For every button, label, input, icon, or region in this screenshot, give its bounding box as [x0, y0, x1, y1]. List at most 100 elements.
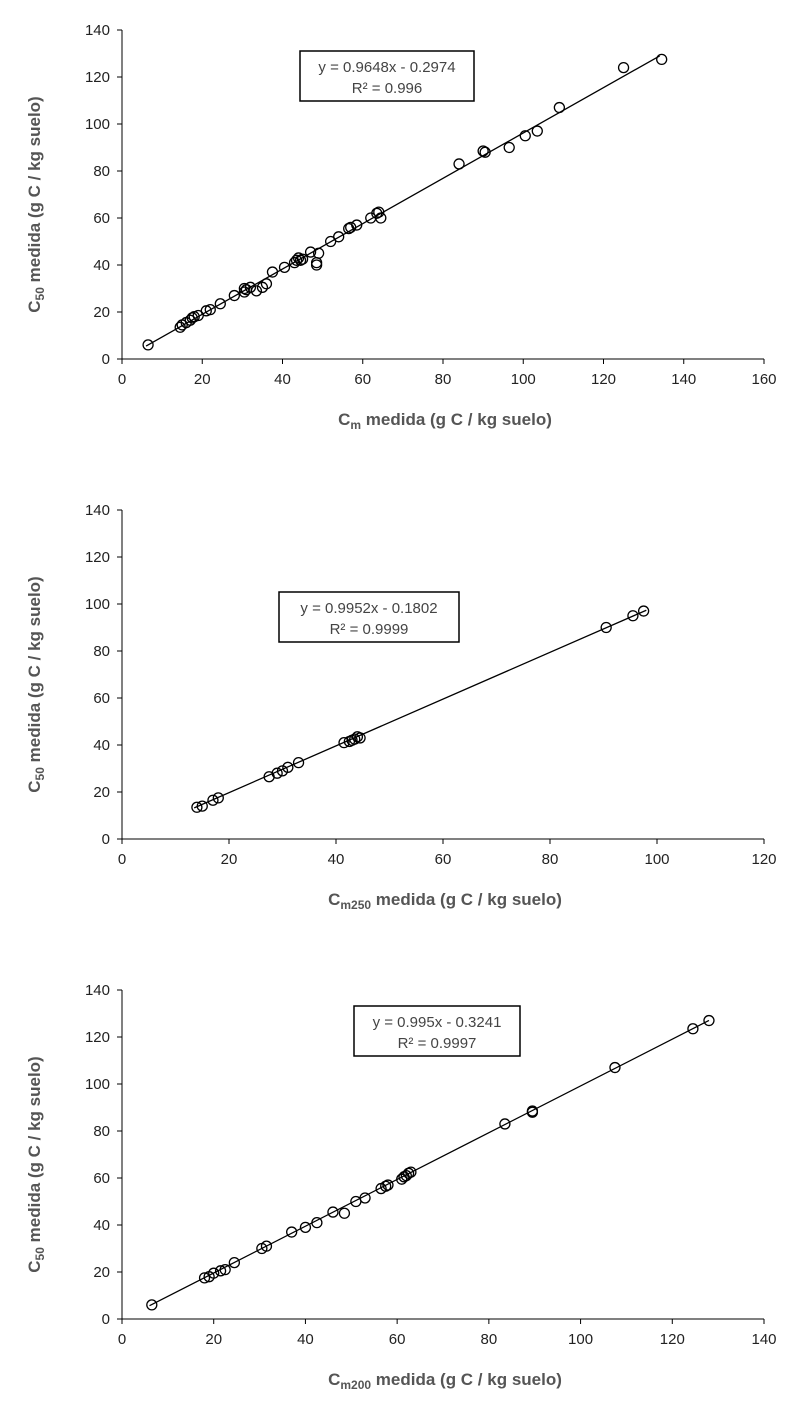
data-point — [687, 1023, 699, 1035]
x-tick-label: 120 — [591, 371, 616, 388]
x-tick-label: 100 — [511, 371, 536, 388]
trendline — [193, 609, 647, 809]
data-point — [338, 736, 350, 749]
data-point — [208, 1267, 220, 1279]
y-tick-label: 0 — [102, 831, 110, 848]
data-point — [142, 339, 154, 351]
data-point — [214, 298, 226, 310]
y-tick-label: 100 — [85, 596, 110, 613]
y-tick-label: 120 — [85, 69, 110, 86]
data-point — [327, 1206, 339, 1218]
y-tick-label: 20 — [93, 304, 110, 321]
y-tick-label: 120 — [85, 1029, 110, 1046]
x-tick-label: 80 — [542, 851, 559, 868]
data-point — [146, 1299, 158, 1311]
data-point — [282, 761, 294, 773]
data-point — [310, 259, 323, 271]
y-tick-label: 120 — [85, 549, 110, 566]
r-squared: R² = 0.996 — [352, 80, 422, 97]
r-squared: R² = 0.9997 — [398, 1035, 477, 1052]
data-point — [196, 800, 208, 812]
data-point — [278, 261, 291, 274]
y-tick-label: 20 — [93, 1264, 110, 1281]
data-point — [354, 732, 366, 744]
y-tick-label: 40 — [93, 257, 110, 274]
x-tick-label: 20 — [221, 851, 238, 868]
y-tick-label: 140 — [85, 22, 110, 39]
data-point — [296, 253, 309, 265]
data-point — [453, 158, 465, 170]
data-point — [519, 130, 531, 142]
data-point — [212, 792, 224, 804]
data-point — [373, 206, 385, 218]
y-tick-label: 0 — [102, 351, 110, 368]
y-tick-label: 100 — [85, 1076, 110, 1093]
data-point — [503, 141, 515, 154]
data-point — [382, 1179, 394, 1191]
data-point — [333, 231, 345, 243]
data-point — [627, 610, 639, 622]
y-tick-label: 60 — [93, 690, 110, 707]
data-point — [477, 145, 489, 157]
trendline-equation: y = 0.995x - 0.3241 — [373, 1014, 502, 1031]
y-tick-label: 0 — [102, 1311, 110, 1328]
data-point — [703, 1014, 715, 1027]
trendline — [145, 55, 660, 347]
data-point — [338, 1207, 351, 1219]
data-point — [304, 246, 317, 258]
r-squared: R² = 0.9999 — [330, 621, 409, 638]
data-point — [359, 1192, 371, 1204]
trendline-equation: y = 0.9648x - 0.2974 — [318, 59, 455, 76]
y-tick-label: 20 — [93, 784, 110, 801]
data-point — [656, 53, 668, 66]
data-point — [351, 219, 363, 231]
data-point — [250, 285, 263, 297]
y-axis-title: C50 medida (g C / kg suelo) — [25, 96, 47, 312]
scatter-chart-cm250: 0 20 40 60 80 100 120 140 0 20 40 60 80 100 120 y = 0.9… — [25, 502, 777, 912]
data-point — [260, 1240, 273, 1252]
data-point — [479, 146, 491, 158]
data-point — [228, 289, 241, 302]
x-tick-label: 0 — [118, 851, 126, 868]
trendline-equation: y = 0.9952x - 0.1802 — [300, 600, 437, 617]
data-point — [286, 1226, 298, 1238]
x-tick-label: 160 — [751, 371, 776, 388]
data-point — [186, 312, 198, 324]
y-tick-label: 40 — [93, 1217, 110, 1234]
x-tick-label: 40 — [274, 371, 291, 388]
y-tick-label: 80 — [93, 163, 110, 180]
data-point — [311, 1216, 323, 1229]
x-axis-title: Cm250 medida (g C / kg suelo) — [328, 890, 562, 912]
data-point — [600, 621, 612, 634]
data-point — [526, 1105, 539, 1117]
data-point — [349, 733, 361, 745]
data-point — [294, 254, 307, 266]
data-point — [266, 266, 279, 278]
x-tick-label: 100 — [568, 1331, 593, 1348]
data-point — [256, 281, 269, 293]
trendline — [149, 1019, 710, 1307]
y-axis-title: C50 medida (g C / kg suelo) — [25, 576, 47, 792]
y-tick-label: 60 — [93, 210, 110, 227]
x-tick-label: 40 — [297, 1331, 314, 1348]
data-point — [238, 282, 251, 295]
x-tick-label: 40 — [328, 851, 345, 868]
x-tick-label: 80 — [481, 1331, 498, 1348]
x-tick-label: 120 — [660, 1331, 685, 1348]
data-point — [271, 767, 283, 779]
data-point — [553, 101, 566, 114]
data-point — [531, 125, 543, 137]
x-tick-label: 20 — [205, 1331, 222, 1348]
data-point — [198, 1272, 211, 1284]
scatter-chart-cm200: 0 20 40 60 80 100 120 140 0 20 40 60 80 100 120 140 y = … — [25, 982, 777, 1392]
y-tick-label: 40 — [93, 737, 110, 754]
x-tick-label: 60 — [435, 851, 452, 868]
y-tick-label: 140 — [85, 502, 110, 519]
equation-box — [299, 50, 475, 102]
data-point — [350, 1195, 362, 1208]
data-point — [228, 1256, 241, 1269]
data-point — [244, 281, 257, 293]
data-point — [260, 278, 273, 290]
equation-box — [353, 1005, 521, 1057]
